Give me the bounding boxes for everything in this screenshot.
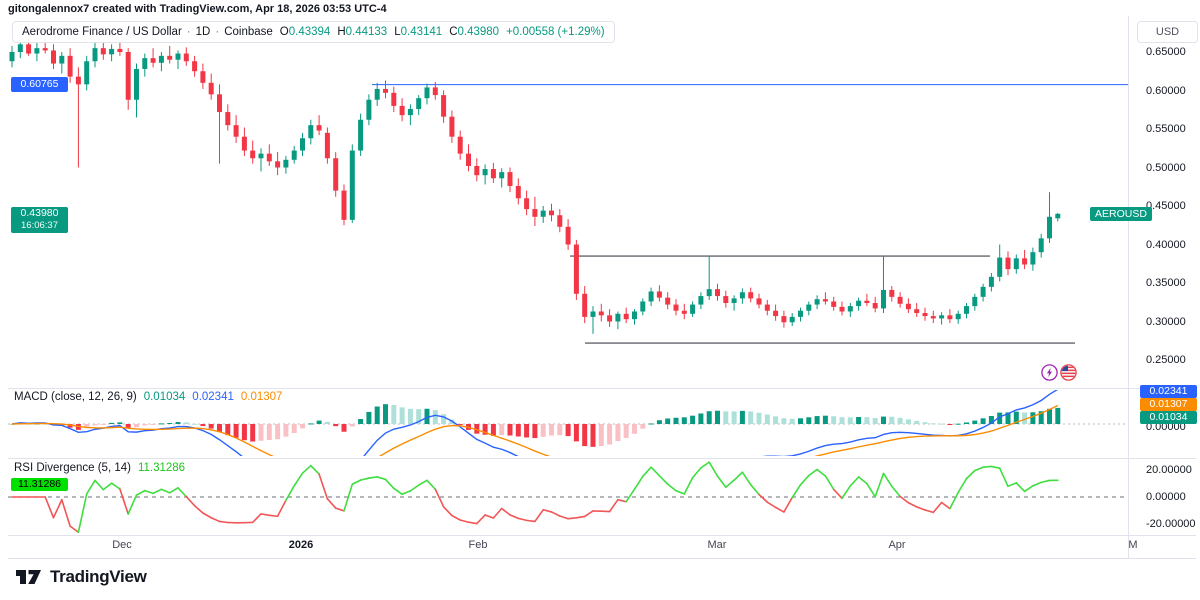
macd-axis-badge: 0.02341 bbox=[1140, 385, 1197, 398]
alert-price-badge: 0.60765 bbox=[11, 77, 68, 92]
price-tick: 0.55000 bbox=[1146, 123, 1186, 135]
price-tick: 0.30000 bbox=[1146, 315, 1186, 328]
macd-panel bbox=[8, 390, 1128, 456]
symbol-name: Aerodrome Finance / US Dollar bbox=[22, 26, 182, 38]
rsi-panel bbox=[8, 461, 1128, 533]
symbol-legend[interactable]: Aerodrome Finance / US Dollar · 1D · Coi… bbox=[12, 21, 615, 43]
time-axis-label: 2026 bbox=[288, 539, 314, 551]
macd-indicator-title[interactable]: MACD (close, 12, 26, 9) 0.01034 0.02341 … bbox=[14, 391, 282, 403]
tradingview-logo-text: TradingView bbox=[50, 567, 147, 586]
price-axis[interactable]: 0.65000 0.60000 0.55000 0.50000 0.45000 0.400… bbox=[1129, 16, 1200, 558]
rsi-title-text: RSI Divergence (5, 14) bbox=[14, 462, 131, 474]
price-tick: 0.50000 bbox=[1146, 161, 1186, 174]
price-tick: 0.65000 bbox=[1146, 46, 1186, 58]
close-label: C bbox=[449, 26, 458, 38]
rsi-tick: 20.00000 bbox=[1146, 464, 1192, 476]
rsi-value-badge: 11.31286 bbox=[11, 478, 68, 491]
interval-label[interactable]: 1D bbox=[195, 26, 211, 38]
time-axis-label: Apr bbox=[888, 539, 906, 551]
price-tick: 0.60000 bbox=[1146, 84, 1186, 97]
time-axis-label: Dec bbox=[112, 539, 132, 551]
lightning-icon[interactable] bbox=[1041, 364, 1058, 381]
rsi-value: 11.31286 bbox=[137, 462, 186, 474]
time-axis-label: Mar bbox=[707, 539, 727, 551]
price-tick: 0.45000 bbox=[1146, 200, 1186, 212]
price-tick: 0.40000 bbox=[1146, 238, 1186, 251]
close-value: 0.43980 bbox=[457, 26, 500, 38]
last-price-badge: 0.43980 16:06:37 bbox=[11, 207, 68, 233]
legend-separator: · bbox=[186, 26, 191, 38]
macd-axis-badge: 0.01307 bbox=[1140, 398, 1197, 411]
rsi-tick: 0.00000 bbox=[1146, 491, 1186, 503]
rsi-indicator-title[interactable]: RSI Divergence (5, 14) 11.31286 bbox=[14, 462, 185, 474]
rsi-tick: -20.00000 bbox=[1146, 518, 1196, 530]
macd-title-text: MACD (close, 12, 26, 9) bbox=[14, 391, 137, 403]
time-axis-label: M bbox=[1128, 539, 1138, 551]
low-label: L bbox=[394, 26, 401, 38]
macd-line-value: 0.02341 bbox=[192, 391, 234, 403]
time-axis-label: Feb bbox=[468, 539, 488, 551]
symbol-price-label-badge: AEROUSD bbox=[1090, 207, 1152, 221]
low-value: 0.43141 bbox=[400, 26, 443, 38]
macd-zero-tick: 0.00000 bbox=[1146, 421, 1186, 433]
last-price-value: 0.43980 bbox=[20, 207, 59, 219]
high-value: 0.44133 bbox=[345, 26, 388, 38]
change-value: +0.00558 (+1.29%) bbox=[506, 26, 605, 38]
us-flag-icon[interactable] bbox=[1060, 364, 1077, 381]
macd-signal-value: 0.01307 bbox=[240, 391, 283, 403]
tradingview-logo-icon bbox=[16, 570, 41, 584]
macd-axis-badge: 0.01034 bbox=[1140, 411, 1197, 424]
attribution-text: gitongalennox7 created with TradingView.… bbox=[8, 3, 387, 15]
macd-hist-value: 0.01034 bbox=[143, 391, 186, 403]
legend-separator: · bbox=[215, 26, 220, 38]
tradingview-logo[interactable]: TradingView bbox=[16, 567, 147, 587]
open-label: O bbox=[279, 26, 289, 38]
bar-countdown: 16:06:37 bbox=[21, 220, 58, 231]
price-tick: 0.25000 bbox=[1146, 354, 1186, 366]
candlestick-chart bbox=[9, 38, 1128, 344]
exchange-label: Coinbase bbox=[224, 26, 273, 38]
open-value: 0.43394 bbox=[288, 26, 331, 38]
price-tick: 0.35000 bbox=[1146, 277, 1186, 289]
currency-toggle-button[interactable]: USD bbox=[1137, 21, 1198, 43]
high-label: H bbox=[337, 26, 346, 38]
